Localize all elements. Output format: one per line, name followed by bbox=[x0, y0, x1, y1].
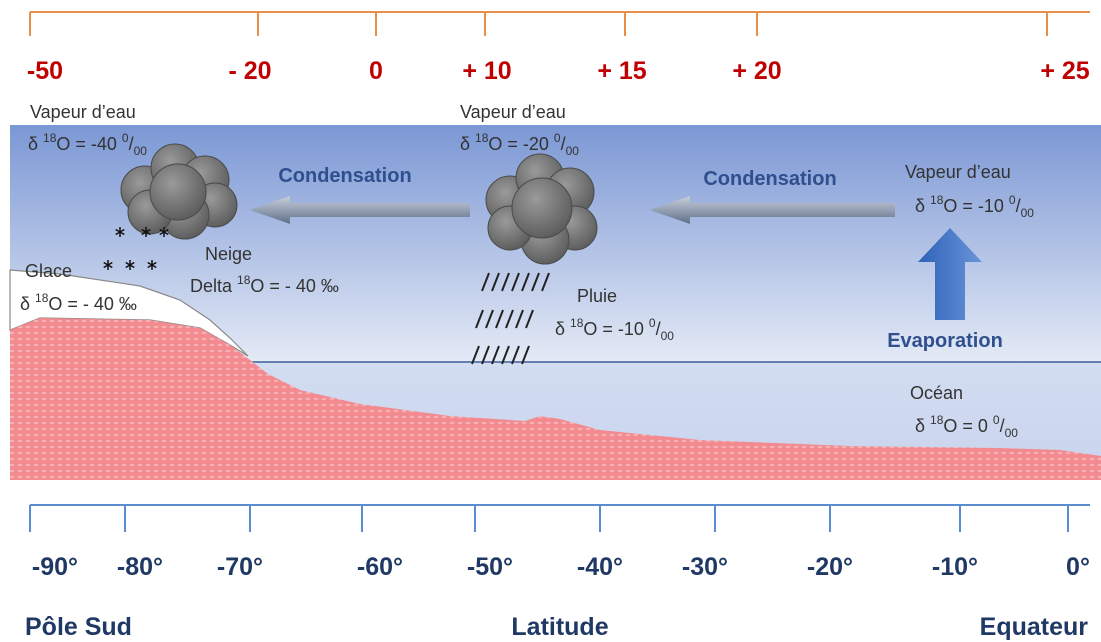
bottom-tick-label: -70° bbox=[217, 553, 263, 581]
bottom-tick-label: -50° bbox=[467, 553, 513, 581]
formula-part: Delta bbox=[190, 276, 237, 296]
top-tick-label: - 20 bbox=[228, 57, 271, 85]
label-title: Neige bbox=[205, 244, 252, 264]
label-title: Pluie bbox=[577, 286, 617, 306]
formula-part: 18 bbox=[570, 316, 584, 330]
top-tick-label: -50 bbox=[27, 57, 63, 85]
process-label: Condensation bbox=[703, 168, 836, 190]
top-tick-label: 0 bbox=[369, 57, 383, 85]
formula-part: δ bbox=[555, 319, 570, 339]
formula-part: 18 bbox=[35, 291, 49, 305]
formula-part: δ bbox=[915, 416, 930, 436]
formula-part: 00 bbox=[1005, 426, 1019, 440]
process-label: Evaporation bbox=[887, 330, 1003, 352]
formula-part: δ bbox=[28, 134, 43, 154]
process-label: Condensation bbox=[278, 165, 411, 187]
formula-part: O = -40 bbox=[56, 134, 122, 154]
formula-part: O = - 40 ‰ bbox=[250, 276, 339, 296]
bottom-tick-label: -90° bbox=[32, 553, 78, 581]
formula-part: 18 bbox=[237, 273, 251, 287]
bottom-tick-label: 0° bbox=[1066, 553, 1090, 581]
bottom-tick-label: -40° bbox=[577, 553, 623, 581]
top-tick-label: + 25 bbox=[1040, 57, 1089, 85]
bottom-tick-label: -80° bbox=[117, 553, 163, 581]
bottom-tick-label: -60° bbox=[357, 553, 403, 581]
formula-part: 18 bbox=[930, 413, 944, 427]
formula-part: O = - 40 ‰ bbox=[48, 294, 137, 314]
diagram: Condensation Condensation Evaporation Pô… bbox=[0, 0, 1101, 642]
formula-part: O = 0 bbox=[943, 416, 993, 436]
formula-part: 00 bbox=[134, 144, 148, 158]
equator-label: Equateur bbox=[980, 613, 1089, 641]
formula-part: 00 bbox=[566, 144, 580, 158]
label-title: Vapeur d’eau bbox=[905, 162, 1011, 182]
formula-part: δ bbox=[915, 196, 930, 216]
formula: Delta 18O = - 40 ‰ bbox=[190, 273, 339, 296]
top-tick-label: + 10 bbox=[462, 57, 511, 85]
formula-part: O = -10 bbox=[583, 319, 649, 339]
formula-part: 00 bbox=[1021, 206, 1035, 220]
label-title: Océan bbox=[910, 383, 963, 403]
pole-label: Pôle Sud bbox=[25, 613, 132, 641]
formula-part: δ bbox=[20, 294, 35, 314]
formula-part: 18 bbox=[475, 131, 489, 145]
formula-part: O = -10 bbox=[943, 196, 1009, 216]
top-tick-label: + 15 bbox=[597, 57, 646, 85]
bottom-tick-label: -10° bbox=[932, 553, 978, 581]
label-title: Vapeur d’eau bbox=[30, 102, 136, 122]
bottom-tick-label: -20° bbox=[807, 553, 853, 581]
bottom-tick-label: -30° bbox=[682, 553, 728, 581]
label-title: Vapeur d’eau bbox=[460, 102, 566, 122]
formula-part: 18 bbox=[43, 131, 57, 145]
label-title: Glace bbox=[25, 261, 72, 281]
formula-part: 18 bbox=[930, 193, 944, 207]
formula-part: δ bbox=[460, 134, 475, 154]
axis-title: Latitude bbox=[511, 613, 608, 641]
top-tick-label: + 20 bbox=[732, 57, 781, 85]
formula-part: 00 bbox=[661, 329, 675, 343]
formula-part: O = -20 bbox=[488, 134, 554, 154]
